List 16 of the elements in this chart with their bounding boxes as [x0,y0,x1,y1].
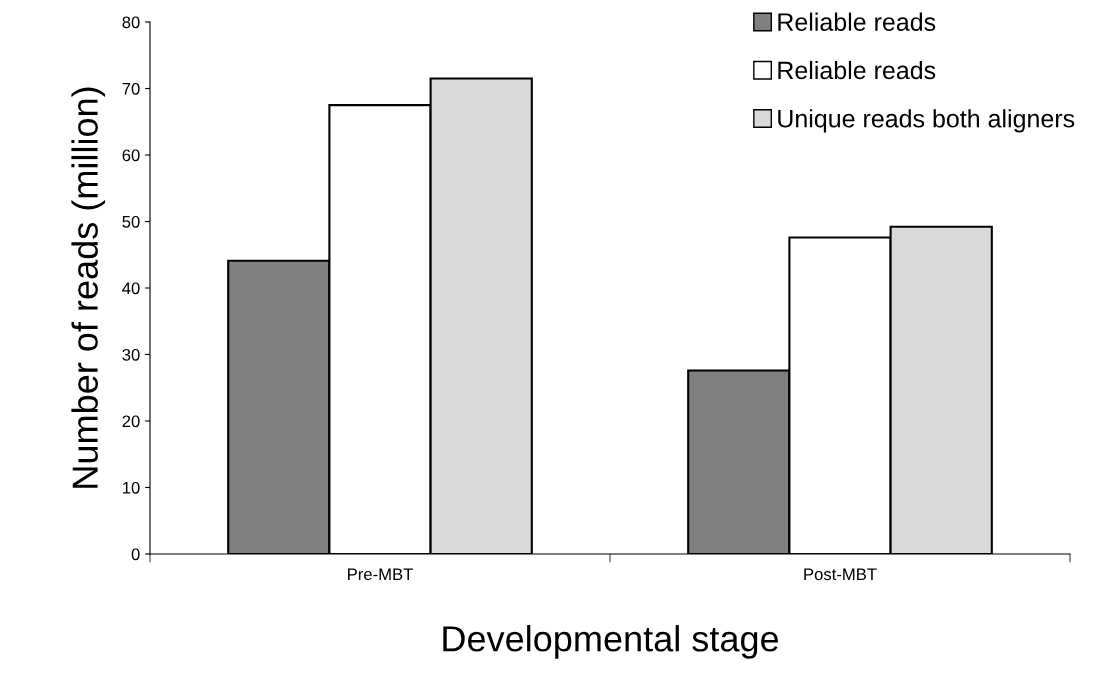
legend-label: Unique reads both aligners [778,109,1075,133]
legend-label: Reliable reads [778,12,936,31]
y-tick-label: 80 [122,16,140,29]
x-tick-label: Post-MBT [804,568,877,581]
y-tick-label: 20 [122,415,140,428]
y-tick-label: 40 [122,282,140,295]
y-tick-label: 70 [122,82,140,95]
y-tick-label: 0 [131,548,140,561]
y-axis-title: Number of reads (million) [71,87,106,488]
x-axis-title: Developmental stage [443,625,779,659]
y-tick-label: 10 [123,481,140,494]
y-tick-label: 50 [122,215,140,228]
x-tick-label: Pre-MBT [348,568,413,581]
legend-label: Reliable reads [778,60,936,80]
y-tick-label: 60 [122,149,140,162]
y-tick-label: 30 [122,348,140,361]
